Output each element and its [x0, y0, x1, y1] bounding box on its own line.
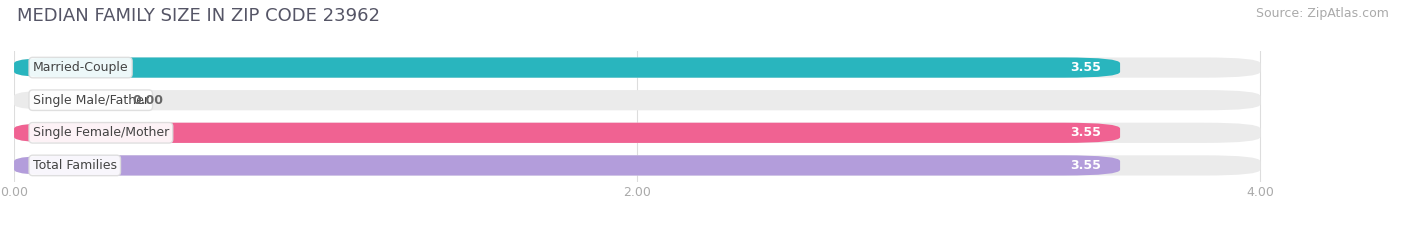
Text: 3.55: 3.55: [1070, 126, 1101, 139]
Text: MEDIAN FAMILY SIZE IN ZIP CODE 23962: MEDIAN FAMILY SIZE IN ZIP CODE 23962: [17, 7, 380, 25]
Text: Source: ZipAtlas.com: Source: ZipAtlas.com: [1256, 7, 1389, 20]
FancyBboxPatch shape: [14, 90, 1260, 110]
Text: 0.00: 0.00: [132, 94, 163, 107]
Text: Married-Couple: Married-Couple: [32, 61, 128, 74]
Text: 3.55: 3.55: [1070, 61, 1101, 74]
Text: Single Female/Mother: Single Female/Mother: [32, 126, 169, 139]
FancyBboxPatch shape: [14, 155, 1121, 175]
FancyBboxPatch shape: [14, 155, 1260, 175]
FancyBboxPatch shape: [14, 123, 1260, 143]
FancyBboxPatch shape: [14, 58, 1121, 78]
Text: 3.55: 3.55: [1070, 159, 1101, 172]
Text: Single Male/Father: Single Male/Father: [32, 94, 149, 107]
FancyBboxPatch shape: [14, 58, 1260, 78]
FancyBboxPatch shape: [14, 123, 1121, 143]
Text: Total Families: Total Families: [32, 159, 117, 172]
